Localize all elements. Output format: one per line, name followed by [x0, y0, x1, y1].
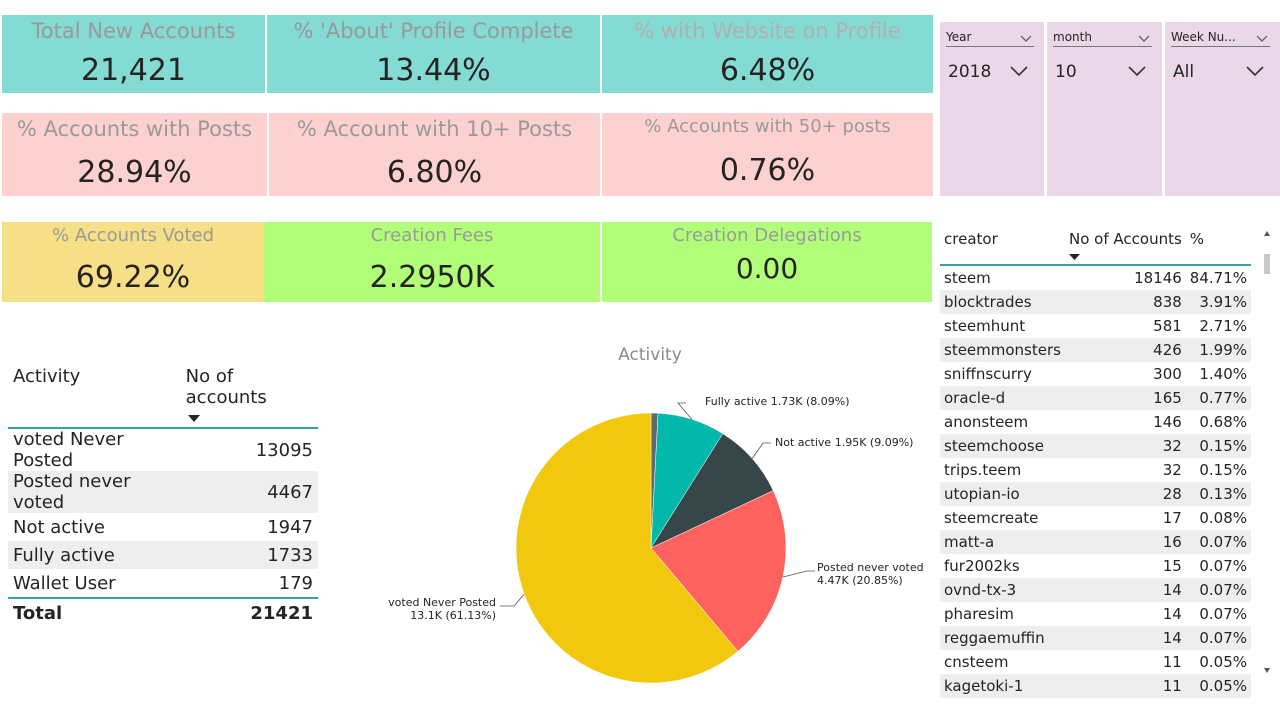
chevron-down-icon — [1020, 32, 1032, 46]
card-website-on-profile: % with Website on Profile 6.48% — [602, 15, 933, 93]
pie-label-voted-never-posted: voted Never Posted 13.1K (61.13%) — [388, 596, 496, 622]
leader-line — [500, 593, 525, 607]
activity-table: Activity No of accounts voted Never Post… — [8, 362, 318, 627]
slicer-label: month — [1053, 30, 1152, 47]
card-title: % Account with 10+ Posts — [296, 117, 573, 141]
slicer-month[interactable]: month 10 — [1047, 22, 1162, 196]
table-row[interactable]: blocktrades 838 3.91% — [940, 290, 1251, 314]
card-accounts-with-posts: % Accounts with Posts 28.94% — [2, 113, 267, 196]
pie-label-fully-active: Fully active 1.73K (8.09%) — [705, 395, 850, 408]
slicer-value: 2018 — [948, 62, 992, 82]
slicer-week-number[interactable]: Week Nu... All — [1165, 22, 1280, 196]
chevron-down-icon — [1138, 32, 1150, 46]
table-header-row: creator No of Accounts % — [940, 226, 1251, 266]
table-row[interactable]: cnsteem 11 0.05% — [944, 653, 1247, 671]
pie-slice-posted-never-voted[interactable] — [650, 490, 787, 652]
table-row[interactable]: steem 18146 84.71% — [944, 269, 1247, 287]
slicer-value: All — [1173, 62, 1195, 82]
card-value: 2.2950K — [369, 260, 495, 295]
card-title: % Accounts with 50+ posts — [644, 116, 891, 137]
dropdown-chevron-icon[interactable] — [1246, 62, 1264, 81]
table-row[interactable]: steemchoose 32 0.15% — [940, 434, 1251, 458]
slicer-label: Week Nu... — [1171, 30, 1270, 47]
scrollbar-thumb — [1264, 254, 1270, 274]
table-row[interactable]: pharesim 14 0.07% — [944, 605, 1247, 623]
card-creation-fees: Creation Fees 2.2950K — [264, 222, 600, 302]
table-header-row: Activity No of accounts — [8, 362, 318, 429]
card-title: Creation Delegations — [672, 225, 862, 246]
slicer-year[interactable]: Year 2018 — [940, 22, 1044, 196]
card-title: % Accounts with Posts — [16, 117, 253, 141]
card-value: 28.94% — [77, 155, 192, 190]
pie-slice-voted-never-posted[interactable] — [515, 412, 739, 684]
table-row[interactable]: kagetoki-1 11 0.05% — [940, 674, 1251, 698]
table-row[interactable]: voted Never Posted 13095 — [13, 429, 313, 471]
scrollbar-graphic — [1264, 231, 1270, 673]
card-value: 21,421 — [81, 53, 186, 88]
table-row[interactable]: anonsteem 146 0.68% — [944, 413, 1247, 431]
card-value: 6.48% — [719, 53, 816, 88]
sort-desc-icon — [187, 406, 313, 427]
card-value: 6.80% — [386, 155, 483, 190]
column-header-no-of-accounts[interactable]: No of Accounts — [1065, 226, 1186, 266]
card-value: 0.76% — [719, 153, 816, 188]
column-header-percent[interactable]: % — [1185, 226, 1251, 266]
card-creation-delegations: Creation Delegations 0.00 — [602, 222, 932, 302]
pie-slice-not-active[interactable] — [650, 433, 774, 549]
table-row[interactable]: steemmonsters 426 1.99% — [940, 338, 1251, 362]
table-row[interactable]: steemhunt 581 2.71% — [944, 317, 1247, 335]
scroll-down-arrow-icon — [1264, 668, 1270, 673]
card-title: % 'About' Profile Complete — [293, 19, 574, 43]
table-row[interactable]: oracle-d 165 0.77% — [940, 386, 1251, 410]
table-row[interactable]: sniffnscurry 300 1.40% — [944, 365, 1247, 383]
dropdown-chevron-icon[interactable] — [1010, 62, 1028, 81]
dropdown-chevron-icon[interactable] — [1128, 62, 1146, 81]
card-value: 0.00 — [735, 252, 799, 285]
table-row[interactable]: ovnd-tx-3 14 0.07% — [940, 578, 1251, 602]
pie-slice-fully-active[interactable] — [650, 412, 724, 549]
table-row[interactable]: Wallet User 179 — [13, 572, 313, 594]
table-row[interactable]: trips.teem 32 0.15% — [944, 461, 1247, 479]
slicer-value: 10 — [1055, 62, 1077, 82]
column-header-no-of-accounts[interactable]: No of accounts — [179, 362, 318, 429]
pie-label-posted-never-voted: Posted never voted 4.47K (20.85%) — [817, 561, 924, 587]
table-row[interactable]: utopian-io 28 0.13% — [940, 482, 1251, 506]
pie-label-not-active: Not active 1.95K (9.09%) — [775, 436, 914, 449]
card-about-profile-complete: % 'About' Profile Complete 13.44% — [267, 15, 600, 93]
leader-line — [782, 570, 815, 578]
pie-slice-wallet-user[interactable] — [650, 412, 659, 549]
table-row[interactable]: Not active 1947 — [13, 516, 313, 538]
card-title: % Accounts Voted — [51, 225, 215, 246]
column-header-activity[interactable]: Activity — [8, 362, 181, 429]
card-accounts-voted: % Accounts Voted 69.22% — [2, 222, 264, 302]
table-row[interactable]: steemcreate 17 0.08% — [944, 509, 1247, 527]
leader-line — [677, 402, 693, 420]
table-row[interactable]: matt-a 16 0.07% — [940, 530, 1251, 554]
chevron-down-icon — [1256, 32, 1268, 46]
chart-title: Activity — [618, 345, 682, 365]
card-title: Total New Accounts — [31, 19, 236, 43]
scroll-up-arrow-icon — [1264, 231, 1270, 236]
card-total-new-accounts: Total New Accounts 21,421 — [2, 15, 265, 93]
card-account-10-plus-posts: % Account with 10+ Posts 6.80% — [269, 113, 600, 196]
card-accounts-50-plus-posts: % Accounts with 50+ posts 0.76% — [602, 113, 933, 196]
slicer-label: Year — [946, 30, 1034, 47]
card-title: Creation Fees — [370, 225, 494, 246]
sort-desc-icon — [1069, 246, 1182, 264]
vertical-scrollbar[interactable] — [1262, 228, 1272, 680]
table-row[interactable]: reggaemuffin 14 0.07% — [940, 626, 1251, 650]
card-value: 13.44% — [376, 53, 491, 88]
column-header-creator[interactable]: creator — [940, 226, 1066, 266]
card-title: % with Website on Profile — [634, 19, 901, 43]
table-total-row: Total 21421 — [8, 597, 318, 627]
table-row[interactable]: Fully active 1733 — [8, 541, 318, 569]
table-row[interactable]: fur2002ks 15 0.07% — [944, 557, 1247, 575]
creator-table-body: steem 18146 84.71% blocktrades 838 3.91% steem… — [940, 265, 1251, 698]
table-row[interactable]: Posted never voted 4467 — [8, 471, 318, 513]
leader-line — [751, 442, 771, 459]
creator-table: creator No of Accounts % steem 18146 84.71… — [940, 226, 1251, 698]
card-value: 69.22% — [75, 260, 191, 295]
